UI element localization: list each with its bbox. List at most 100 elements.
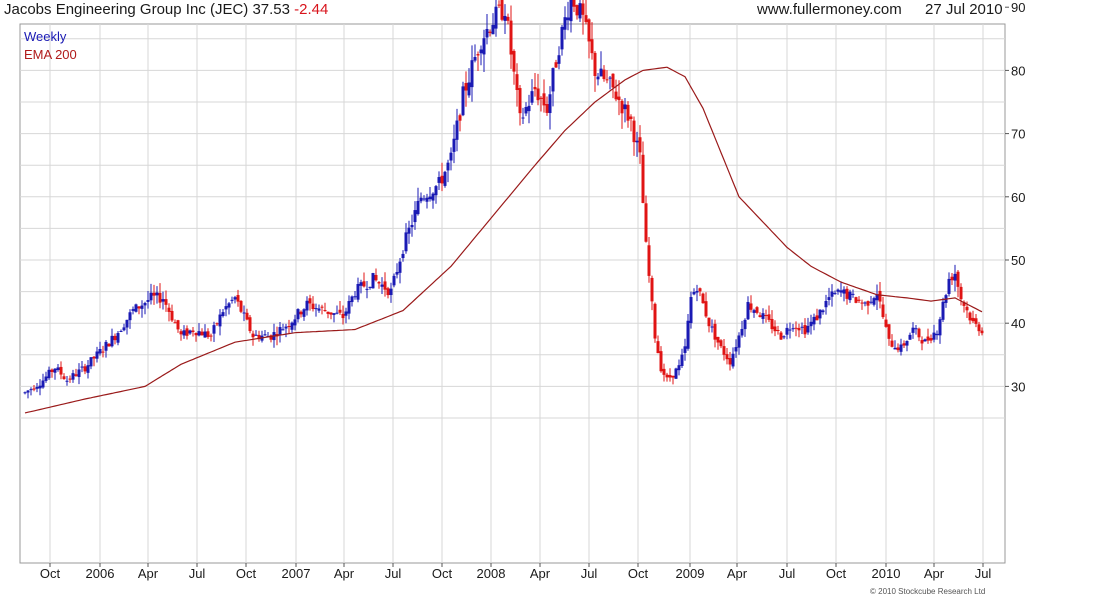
candle-body (869, 301, 873, 303)
candle-body (35, 386, 39, 389)
legend-weekly: Weekly (24, 29, 67, 44)
candle-body (554, 62, 558, 68)
candle-body (653, 303, 657, 339)
y-tick-label: 50 (1011, 253, 1025, 268)
candle-body (254, 334, 258, 336)
candle-body (758, 315, 762, 317)
candle-body (641, 154, 645, 203)
candle-body (770, 318, 774, 330)
candle-body (278, 327, 282, 335)
candle-body (752, 310, 756, 313)
candle-body (167, 307, 171, 312)
price-change: -2.44 (294, 1, 329, 18)
candle-body (545, 104, 549, 113)
y-tick-label: 90 (1011, 0, 1025, 15)
candle-body (755, 307, 759, 313)
candle-body (323, 309, 327, 312)
candle-body (854, 297, 858, 303)
candle-body (830, 291, 834, 297)
candle-body (494, 6, 498, 29)
candle-body (89, 357, 93, 367)
candle-body (26, 390, 30, 393)
candle-body (548, 94, 552, 114)
candle-body (902, 343, 906, 346)
candle-body (620, 100, 624, 114)
candle-body (488, 31, 492, 33)
candle-body (899, 344, 903, 352)
candle-body (749, 303, 753, 310)
grid-lines (20, 24, 1005, 563)
candle-body (392, 275, 396, 286)
candle-body (740, 328, 744, 336)
candle-body (293, 319, 297, 326)
candle-body (431, 193, 435, 201)
x-axis: Oct 2006 Apr Jul Oct 2007 Apr Jul Oct 2008 Apr Jul O… (40, 563, 992, 581)
candle-body (116, 333, 120, 343)
candle-body (716, 336, 720, 343)
candle-body (365, 288, 369, 290)
candle-body (668, 375, 672, 378)
candle-body (206, 331, 210, 337)
copyright: © 2010 Stockcube Research Ltd (870, 587, 986, 596)
candle-body (188, 330, 192, 334)
candle-body (239, 300, 243, 312)
candle-body (839, 290, 843, 293)
candle-body (587, 19, 591, 42)
candle-body (410, 224, 414, 228)
title-text: Jacobs Engineering Group Inc (JEC) 37.53 (4, 1, 290, 18)
candle-body (446, 162, 450, 171)
candle-body (857, 299, 861, 301)
candle-body (197, 331, 201, 336)
candle-body (509, 20, 513, 55)
candle-body (761, 313, 765, 319)
candle-body (176, 320, 180, 330)
candle-body (884, 319, 888, 327)
x-tick-label: Jul (975, 566, 992, 581)
candle-body (485, 28, 489, 38)
candle-body (920, 340, 924, 344)
x-tick-label: Jul (385, 566, 402, 581)
candle-body (881, 304, 885, 318)
candle-body (218, 314, 222, 327)
candle-body (719, 340, 723, 347)
candle-body (173, 322, 177, 324)
x-tick-label: Apr (727, 566, 748, 581)
candle-body (425, 197, 429, 202)
candle-body (83, 366, 87, 372)
candle-body (314, 308, 318, 310)
candle-body (332, 313, 336, 315)
x-tick-label: Oct (40, 566, 61, 581)
candle-body (629, 116, 633, 120)
candle-body (464, 83, 468, 91)
candle-body (536, 88, 540, 101)
candle-body (125, 319, 129, 328)
candle-body (797, 327, 801, 331)
candle-body (263, 334, 267, 336)
candle-body (779, 332, 783, 340)
y-axis: 30405060708090100 (1005, 0, 1025, 394)
candle-body (851, 293, 855, 295)
candle-body (242, 312, 246, 314)
candle-body (149, 292, 153, 301)
candle-body (686, 320, 690, 349)
candle-body (59, 366, 63, 375)
candle-body (122, 327, 126, 331)
candle-body (896, 347, 900, 351)
candle-body (290, 322, 294, 330)
candle-body (677, 365, 681, 371)
candle-body (581, 3, 585, 15)
candle-body (146, 300, 150, 302)
candle-body (476, 54, 480, 56)
x-tick-label: 2006 (86, 566, 115, 581)
candle-body (776, 330, 780, 332)
candle-body (524, 107, 528, 114)
candle-body (413, 210, 417, 223)
candle-body (965, 306, 969, 311)
candle-body (806, 325, 810, 333)
candle-body (827, 297, 831, 300)
candle-body (164, 299, 168, 305)
candle-body (233, 297, 237, 300)
candle-body (395, 271, 399, 275)
candle-body (785, 327, 789, 335)
candle-body (380, 284, 384, 287)
